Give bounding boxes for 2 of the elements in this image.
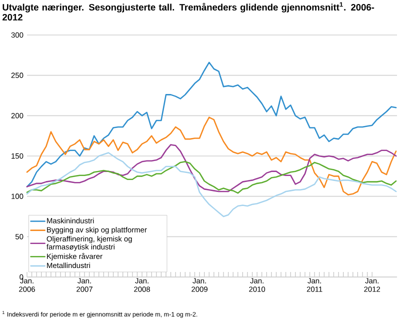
chart-title: Utvalgte næringer. Sesongjusterte tall. Tremåneders glidende gjennomsnitt$^{1}$. 2006-2012 [2, 2, 374, 21]
line-series [26, 62, 397, 188]
